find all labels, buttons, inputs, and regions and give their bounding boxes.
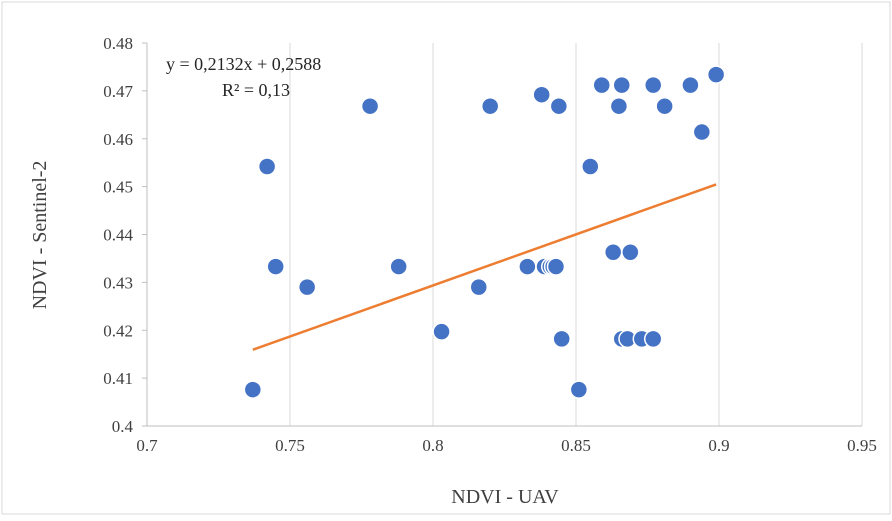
x-tick-label: 0.75 bbox=[275, 436, 305, 455]
data-point bbox=[692, 122, 712, 142]
tick-labels-layer: 0.7 0.75 0.8 0.85 0.9 0.95 0.4 0.41 0.42 0.43 0.44… bbox=[103, 34, 877, 455]
data-point bbox=[266, 257, 285, 276]
data-point bbox=[297, 277, 317, 297]
data-point bbox=[581, 157, 600, 176]
x-tick-label: 0.8 bbox=[422, 436, 443, 455]
data-point bbox=[469, 277, 489, 297]
data-point bbox=[621, 242, 640, 262]
x-tick-label: 0.95 bbox=[847, 436, 877, 455]
data-point bbox=[432, 322, 451, 341]
data-point bbox=[546, 257, 566, 276]
axis-layer bbox=[142, 42, 862, 427]
x-tick-label: 0.9 bbox=[708, 436, 729, 455]
y-tick-label: 0.42 bbox=[103, 321, 133, 340]
data-point bbox=[360, 96, 380, 116]
data-point bbox=[480, 96, 500, 116]
y-tick-label: 0.45 bbox=[103, 178, 133, 197]
data-point bbox=[592, 75, 611, 95]
r-squared-label: R² = 0,13 bbox=[222, 80, 290, 100]
y-axis-title: NDVI - Sentinel-2 bbox=[29, 161, 51, 310]
x-tick-label: 0.85 bbox=[561, 436, 591, 455]
y-tick-label: 0.46 bbox=[103, 130, 133, 149]
x-axis-title: NDVI - UAV bbox=[451, 486, 559, 508]
trendline-equation: y = 0,2132x + 0,2588 bbox=[166, 54, 321, 74]
y-tick-label: 0.48 bbox=[103, 34, 133, 53]
x-tick-label: 0.7 bbox=[136, 436, 158, 455]
y-tick-label: 0.44 bbox=[103, 226, 133, 245]
y-tick-label: 0.47 bbox=[103, 82, 133, 101]
data-point bbox=[552, 329, 571, 349]
data-point bbox=[643, 75, 663, 95]
points-layer bbox=[243, 65, 726, 399]
data-point bbox=[532, 85, 551, 104]
data-point bbox=[569, 380, 589, 399]
data-point bbox=[603, 242, 623, 262]
trendline bbox=[252, 183, 717, 351]
data-point bbox=[609, 96, 629, 116]
data-point bbox=[257, 157, 277, 176]
data-point bbox=[389, 257, 408, 276]
y-tick-label: 0.4 bbox=[112, 417, 134, 436]
y-tick-label: 0.43 bbox=[103, 273, 133, 292]
data-point bbox=[681, 75, 700, 95]
data-point bbox=[612, 75, 632, 95]
data-point bbox=[706, 65, 726, 84]
data-point bbox=[655, 96, 674, 116]
trendline-layer bbox=[252, 183, 717, 351]
data-point bbox=[643, 329, 663, 349]
y-tick-label: 0.41 bbox=[103, 369, 133, 388]
data-point bbox=[518, 257, 537, 276]
data-point bbox=[243, 380, 263, 399]
data-point bbox=[549, 96, 569, 116]
